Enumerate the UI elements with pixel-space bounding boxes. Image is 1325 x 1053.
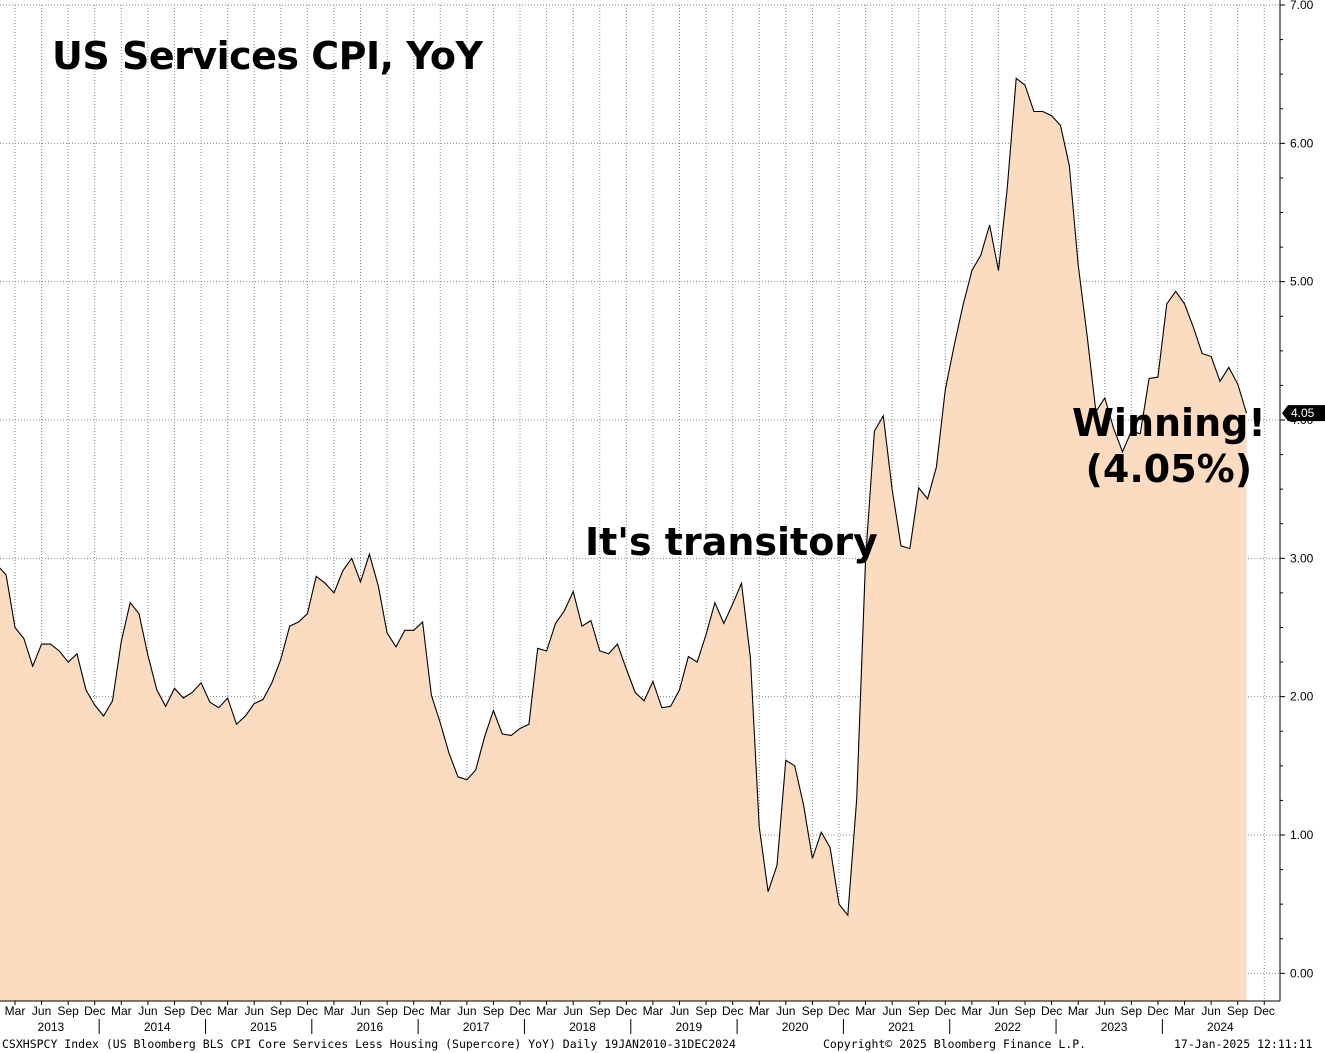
x-tick-label: Sep <box>483 1004 505 1018</box>
x-tick-label: Mar <box>1068 1004 1089 1018</box>
x-tick-label: Jun <box>989 1004 1008 1018</box>
x-tick-label: Mar <box>749 1004 770 1018</box>
last-value-label: 4.05 <box>1291 406 1315 420</box>
x-tick-label: Mar <box>111 1004 132 1018</box>
x-tick-label: Mar <box>643 1004 664 1018</box>
x-tick-label: Dec <box>1254 1004 1275 1018</box>
x-tick-label: Jun <box>1201 1004 1220 1018</box>
annotation-winning-line1: Winning! <box>1072 401 1266 445</box>
x-tick-label: Mar <box>536 1004 557 1018</box>
chart-title: US Services CPI, YoY <box>52 34 483 78</box>
annotation-winning: Winning! (4.05%) <box>1072 401 1266 492</box>
x-tick-label: Mar <box>217 1004 238 1018</box>
x-year-label: 2020 <box>782 1020 809 1034</box>
x-tick-label: Dec <box>403 1004 424 1018</box>
footer-source: CSXHSPCY Index (US Bloomberg BLS CPI Cor… <box>2 1037 736 1051</box>
x-tick-label: Sep <box>589 1004 611 1018</box>
y-tick-label: 1.00 <box>1290 828 1314 842</box>
x-tick-label: Jun <box>138 1004 157 1018</box>
x-tick-label: Sep <box>802 1004 824 1018</box>
x-tick-label: Jun <box>564 1004 583 1018</box>
x-tick-label: Mar <box>1174 1004 1195 1018</box>
x-year-label: 2018 <box>569 1020 596 1034</box>
x-year-label: 2015 <box>250 1020 277 1034</box>
x-tick-label: Sep <box>1121 1004 1143 1018</box>
y-tick-label: 3.00 <box>1290 551 1314 565</box>
x-year-label: 2021 <box>888 1020 915 1034</box>
area-fill <box>0 78 1247 1001</box>
x-tick-label: Sep <box>695 1004 717 1018</box>
x-tick-label: Mar <box>855 1004 876 1018</box>
last-value-marker <box>1282 405 1325 422</box>
annotation-transitory: It's transitory <box>585 520 878 564</box>
footer-copyright: Copyright© 2025 Bloomberg Finance L.P. <box>823 1037 1087 1051</box>
x-tick-label: Jun <box>1095 1004 1114 1018</box>
y-tick-label: 0.00 <box>1290 966 1314 980</box>
x-tick-label: Sep <box>1014 1004 1036 1018</box>
x-tick-label: Jun <box>351 1004 370 1018</box>
x-tick-label: Jun <box>245 1004 264 1018</box>
x-tick-label: Dec <box>828 1004 849 1018</box>
x-tick-label: Dec <box>722 1004 743 1018</box>
x-tick-label: Sep <box>1227 1004 1249 1018</box>
x-tick-label: Sep <box>164 1004 186 1018</box>
x-tick-label: Sep <box>57 1004 79 1018</box>
series-line <box>0 77 1248 917</box>
x-year-label: 2022 <box>994 1020 1021 1034</box>
x-tick-label: Jun <box>670 1004 689 1018</box>
x-year-label: 2013 <box>38 1020 65 1034</box>
x-year-label: 2023 <box>1101 1020 1128 1034</box>
x-tick-label: Dec <box>1147 1004 1168 1018</box>
x-year-label: 2014 <box>144 1020 171 1034</box>
x-tick-label: Sep <box>376 1004 398 1018</box>
y-tick-label: 5.00 <box>1290 275 1314 289</box>
x-tick-label: Dec <box>84 1004 105 1018</box>
x-tick-label: Dec <box>297 1004 318 1018</box>
x-tick-label: Sep <box>270 1004 292 1018</box>
y-tick-label: 2.00 <box>1290 690 1314 704</box>
x-tick-label: Dec <box>190 1004 211 1018</box>
x-tick-label: Mar <box>324 1004 345 1018</box>
y-tick-label: 7.00 <box>1290 0 1314 12</box>
x-tick-label: Mar <box>962 1004 983 1018</box>
x-tick-label: Mar <box>5 1004 26 1018</box>
x-year-label: 2024 <box>1207 1020 1234 1034</box>
footer-timestamp: 17-Jan-2025 12:11:11 <box>1174 1037 1313 1051</box>
x-year-label: 2019 <box>675 1020 702 1034</box>
x-tick-label: Jun <box>32 1004 51 1018</box>
x-tick-label: Jun <box>882 1004 901 1018</box>
annotation-winning-line2: (4.05%) <box>1085 446 1253 491</box>
x-tick-label: Sep <box>908 1004 930 1018</box>
x-tick-label: Dec <box>1041 1004 1062 1018</box>
x-tick-label: Dec <box>616 1004 637 1018</box>
y-tick-label: 6.00 <box>1290 136 1314 150</box>
x-tick-label: Jun <box>776 1004 795 1018</box>
x-year-label: 2017 <box>463 1020 490 1034</box>
x-year-label: 2016 <box>356 1020 383 1034</box>
x-tick-label: Jun <box>457 1004 476 1018</box>
x-tick-label: Dec <box>935 1004 956 1018</box>
x-tick-label: Mar <box>430 1004 451 1018</box>
x-tick-label: Dec <box>509 1004 530 1018</box>
